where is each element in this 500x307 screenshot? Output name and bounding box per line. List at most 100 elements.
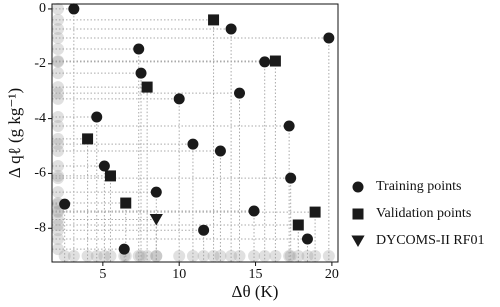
margin-point [52, 169, 64, 182]
y-tick-label: -6 [34, 166, 46, 181]
margin-point [207, 250, 220, 262]
margin-point [52, 132, 64, 145]
margin-point [104, 250, 117, 262]
margin-point [248, 250, 261, 262]
y-tick-label: -2 [34, 56, 46, 71]
point [82, 133, 94, 145]
margin-point [135, 250, 148, 262]
margin-point [173, 250, 186, 262]
margin-point [52, 31, 64, 44]
plot-frame [51, 3, 339, 263]
legend-marker [352, 181, 364, 193]
margin-point [52, 87, 64, 100]
margin-point [52, 92, 64, 105]
margin-point [258, 250, 271, 262]
margin-point [52, 218, 64, 231]
point [323, 32, 335, 44]
point [198, 224, 210, 236]
margin-point [186, 250, 199, 262]
margin-point [58, 250, 71, 262]
margin-point [52, 172, 64, 185]
point [292, 219, 304, 231]
x-axis-label: Δθ (K) [232, 282, 279, 301]
margin-point [52, 13, 64, 26]
margin-point [197, 250, 210, 262]
margin-point [98, 250, 111, 262]
margin-point [52, 186, 64, 199]
legend-marker [351, 235, 365, 248]
point [225, 23, 237, 35]
y-tick-label: 0 [39, 1, 46, 16]
margin-point [52, 120, 64, 133]
point [141, 81, 153, 93]
x-tick-label: 10 [172, 267, 186, 282]
margin-point [52, 144, 64, 157]
point [301, 233, 313, 245]
margin-point [52, 67, 64, 80]
point [208, 14, 220, 26]
margin-point [52, 110, 64, 123]
point [150, 186, 162, 198]
point [248, 205, 260, 217]
point [234, 87, 246, 99]
margin-point [233, 250, 246, 262]
point [104, 170, 116, 182]
point [98, 160, 110, 172]
margin-point [132, 250, 145, 262]
margin-point [52, 213, 64, 226]
point [120, 197, 132, 209]
legend-label: DYCOMS-II RF01 [376, 233, 485, 248]
margin-point [52, 55, 64, 68]
point [91, 111, 103, 123]
margin-point [214, 250, 227, 262]
y-axis-label: Δ qℓ (g kg⁻¹) [5, 88, 24, 178]
point [135, 67, 147, 79]
point [283, 120, 295, 132]
margin-point [150, 250, 163, 262]
margin-point [309, 250, 322, 262]
margin-point [301, 250, 314, 262]
margin-point [322, 250, 335, 262]
y-tick-label: -8 [34, 220, 46, 235]
x-tick-label: 5 [99, 267, 106, 282]
point [269, 55, 281, 67]
point [187, 138, 199, 150]
point [118, 243, 130, 255]
margin-point [67, 250, 80, 262]
margin-point [283, 250, 296, 262]
point [309, 206, 321, 218]
point [133, 43, 145, 55]
point [59, 198, 71, 210]
point [259, 56, 271, 68]
margin-point [52, 55, 64, 68]
margin-point [225, 250, 238, 262]
margin-point [52, 243, 64, 256]
margin-point [52, 2, 64, 15]
margin-point [284, 250, 297, 262]
y-tick-label: -4 [34, 111, 46, 126]
point [149, 214, 163, 226]
legend-label: Validation points [376, 206, 471, 221]
x-tick-label: 15 [249, 267, 263, 282]
margin-point [52, 81, 64, 94]
margin-point [52, 232, 64, 245]
point [285, 172, 297, 184]
margin-point [81, 250, 94, 262]
margin-point [52, 22, 64, 35]
margin-point [292, 250, 305, 262]
point [68, 3, 80, 15]
margin-point [52, 138, 64, 151]
margin-point [52, 224, 64, 237]
margin-point [52, 42, 64, 55]
margin-point [52, 206, 64, 219]
margin-point [90, 250, 103, 262]
x-tick-label: 20 [325, 267, 339, 282]
point [214, 145, 226, 157]
legend-label: Training points [376, 179, 461, 194]
margin-point [269, 250, 282, 262]
legend-marker [352, 208, 364, 220]
margin-point [52, 160, 64, 173]
point [173, 93, 185, 105]
margin-point [141, 250, 154, 262]
